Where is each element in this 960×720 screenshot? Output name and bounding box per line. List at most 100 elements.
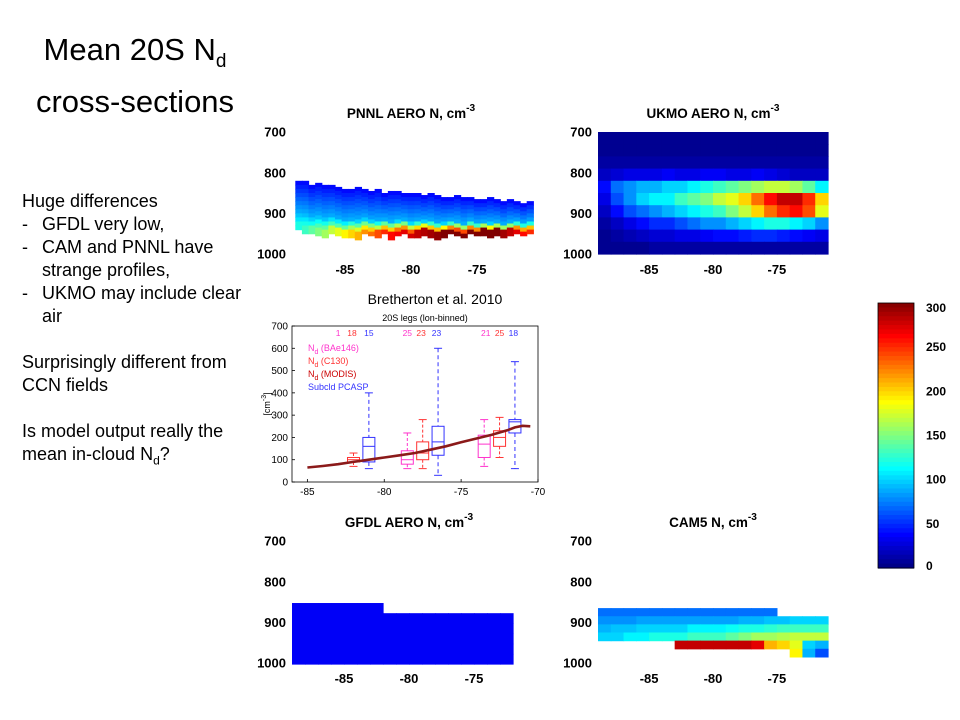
heatmap-cell bbox=[687, 180, 701, 194]
heatmap-cell bbox=[610, 180, 625, 194]
heatmap-cell bbox=[467, 229, 475, 235]
heatmap-cell bbox=[636, 193, 650, 206]
heatmap-cell bbox=[381, 201, 389, 206]
heatmap-cell bbox=[649, 193, 663, 206]
heatmap-cell bbox=[687, 168, 701, 182]
heatmap-cell bbox=[308, 197, 316, 202]
y-tick-label: 100 bbox=[271, 455, 288, 466]
heatmap-cell bbox=[764, 168, 778, 182]
heatmap-cell bbox=[447, 217, 455, 223]
heatmap-cell bbox=[420, 199, 429, 204]
heatmap-cell bbox=[453, 227, 462, 233]
colorbar-segment bbox=[878, 333, 914, 339]
note-model-text: Is model output really the mean in-cloud… bbox=[22, 421, 224, 464]
heatmap-cell bbox=[661, 193, 676, 206]
heatmap-cell bbox=[802, 205, 816, 218]
heatmap-cell bbox=[427, 201, 435, 206]
heatmap-cell bbox=[461, 623, 475, 635]
heatmap-cell bbox=[334, 215, 343, 221]
heatmap-cell bbox=[354, 186, 363, 192]
heatmap-cell bbox=[315, 223, 323, 229]
heatmap-cell bbox=[357, 613, 371, 624]
heatmap-cell bbox=[751, 156, 765, 170]
heatmap-cell bbox=[308, 184, 316, 190]
heatmap-cell bbox=[414, 217, 422, 223]
heatmap-cell bbox=[368, 190, 376, 196]
heatmap-cell bbox=[407, 221, 415, 227]
heatmap-cell bbox=[440, 197, 448, 202]
heatmap-cell bbox=[315, 227, 323, 233]
heatmap-cell bbox=[453, 199, 462, 204]
heatmap-cell bbox=[725, 640, 740, 650]
colorbar: 300 250 200 150 100 50 0 bbox=[877, 301, 946, 573]
heatmap-cell bbox=[687, 144, 701, 157]
heatmap-cell bbox=[700, 616, 714, 625]
heatmap-cell bbox=[361, 209, 369, 214]
heatmap-cell bbox=[520, 227, 528, 233]
bullet-block: Huge differences - GFDL very low, - CAM an… bbox=[22, 190, 257, 328]
heatmap-cell bbox=[341, 197, 349, 202]
note-ccn: Surprisingly different from CCN fields bbox=[22, 352, 227, 395]
heatmap-cell bbox=[493, 211, 501, 216]
heatmap-cell bbox=[394, 195, 402, 200]
heatmap-cell bbox=[661, 132, 676, 145]
x-tick-label: -85 bbox=[335, 671, 354, 686]
heatmap-cell bbox=[480, 223, 488, 229]
heatmap-cell bbox=[361, 225, 369, 231]
heatmap-cell bbox=[301, 201, 310, 206]
colorbar-segment bbox=[878, 497, 914, 503]
heatmap-cell bbox=[661, 241, 676, 255]
heatmap-cell bbox=[506, 203, 515, 208]
heatmap-cell bbox=[440, 209, 448, 214]
heatmap-cell bbox=[334, 211, 343, 216]
heatmap-cell bbox=[383, 623, 397, 635]
heatmap-cell bbox=[396, 613, 410, 624]
heatmap-cell bbox=[687, 616, 701, 625]
heatmap-cell bbox=[381, 221, 389, 227]
heatmap-cell bbox=[623, 616, 637, 625]
heatmap-cell bbox=[308, 229, 316, 235]
heatmap-cell bbox=[447, 221, 455, 227]
heatmap-cell bbox=[308, 201, 316, 206]
heatmap-cell bbox=[751, 180, 765, 194]
heatmap-cell bbox=[725, 168, 740, 182]
heatmap-cell bbox=[506, 219, 515, 225]
heatmap-cell bbox=[453, 219, 462, 225]
heatmap-cell bbox=[802, 180, 816, 194]
heatmap-cell bbox=[315, 219, 323, 225]
heatmap-cell bbox=[487, 201, 495, 206]
heatmap-cell bbox=[308, 213, 316, 218]
heatmap-cell bbox=[738, 608, 752, 617]
heatmap-cell bbox=[301, 229, 310, 235]
heatmap-cell bbox=[802, 616, 816, 625]
heatmap-cell bbox=[315, 231, 323, 237]
heatmap-cell bbox=[383, 633, 397, 645]
heatmap-cell bbox=[467, 213, 475, 218]
heatmap-cell bbox=[315, 182, 323, 188]
heatmap-cell bbox=[361, 197, 369, 202]
heatmap-cell bbox=[764, 640, 778, 650]
note-question: ? bbox=[159, 444, 170, 464]
heatmap-cell bbox=[598, 229, 612, 243]
heatmap-cell bbox=[789, 205, 804, 218]
heatmap-cell bbox=[700, 624, 714, 634]
heatmap-cell bbox=[331, 643, 345, 655]
heatmap-cell bbox=[764, 132, 778, 145]
heatmap-cell bbox=[623, 156, 637, 170]
heatmap-cell bbox=[434, 211, 442, 216]
heatmap-cell bbox=[305, 633, 319, 645]
heatmap-cell bbox=[776, 616, 791, 625]
heatmap-cell bbox=[738, 616, 752, 625]
y-axis-label: [cm-3] bbox=[261, 392, 272, 415]
heatmap-cell bbox=[394, 199, 402, 204]
heatmap-cell bbox=[348, 229, 356, 235]
heatmap-cell bbox=[487, 225, 495, 231]
bullet-dash: - bbox=[22, 237, 28, 257]
y-tick-label: 700 bbox=[570, 125, 592, 140]
colorbar-segment bbox=[878, 342, 914, 348]
heatmap-cell bbox=[407, 213, 415, 218]
heatmap-cell bbox=[751, 205, 765, 218]
heatmap-cell bbox=[815, 616, 829, 625]
heatmap-cell bbox=[474, 653, 488, 665]
heatmap-cell bbox=[751, 616, 765, 625]
